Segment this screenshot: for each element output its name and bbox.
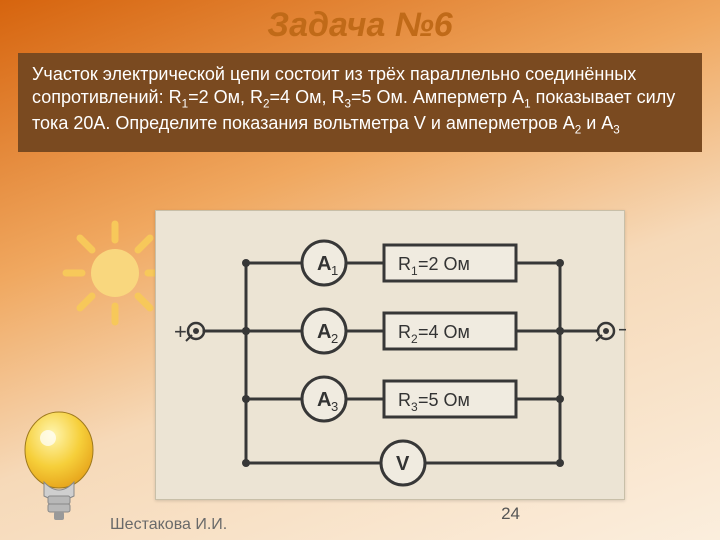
svg-text:2: 2 [411,332,418,346]
svg-text:=4 Ом: =4 Ом [418,322,470,342]
footer-author: Шестакова И.И. [110,517,227,534]
svg-text:A: A [317,389,331,411]
svg-text:=5 Ом: =5 Ом [418,390,470,410]
svg-text:R: R [398,390,411,410]
svg-text:3: 3 [331,399,338,414]
svg-text:1: 1 [331,263,338,278]
svg-text:1: 1 [411,264,418,278]
svg-text:3: 3 [411,400,418,414]
slide: Задача №6 Участок электрической цепи сос… [0,0,720,540]
svg-text:2: 2 [331,331,338,346]
lightbulb-icon [14,408,104,528]
circuit-diagram: +−A1R1=2 ОмA2R2=4 ОмA3R3=5 ОмV [155,210,625,500]
page-number: 24 [501,504,520,524]
svg-text:V: V [396,453,410,475]
problem-text: Участок электрической цепи состоит из тр… [18,53,702,152]
svg-text:R: R [398,322,411,342]
svg-text:A: A [317,321,331,343]
sun-icon [60,218,170,328]
slide-title: Задача №6 [0,0,720,45]
svg-text:=2 Ом: =2 Ом [418,254,470,274]
svg-text:+: + [174,319,187,344]
svg-text:A: A [317,253,331,275]
svg-text:−: − [618,317,626,342]
svg-text:R: R [398,254,411,274]
